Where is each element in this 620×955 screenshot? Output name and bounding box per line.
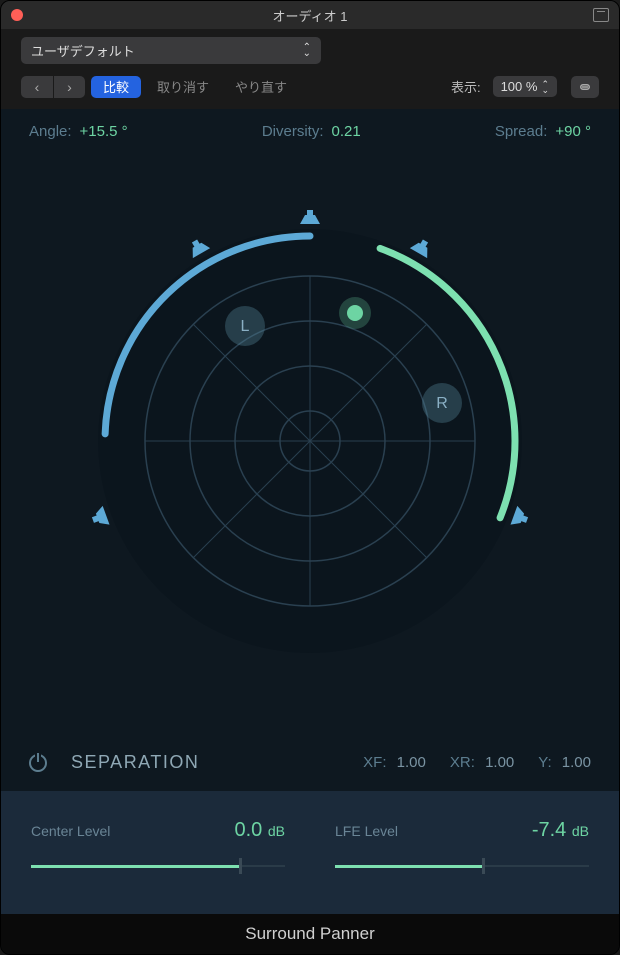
diversity-value: 0.21 bbox=[331, 123, 360, 140]
link-button[interactable] bbox=[571, 76, 599, 98]
expand-icon[interactable] bbox=[593, 8, 609, 22]
xr-label: XR: bbox=[450, 754, 475, 771]
svg-text:R: R bbox=[436, 395, 448, 412]
angle-value: +15.5 ° bbox=[80, 123, 128, 140]
lfe-level-slider[interactable] bbox=[335, 856, 589, 876]
angle-param[interactable]: Angle: +15.5 ° bbox=[29, 123, 128, 140]
chevron-updown-icon: ⌃⌄ bbox=[303, 45, 311, 57]
chevron-updown-icon: ⌃⌄ bbox=[541, 81, 549, 93]
center-level-slider[interactable] bbox=[31, 856, 285, 876]
diversity-param[interactable]: Diversity: 0.21 bbox=[262, 123, 361, 140]
preset-select[interactable]: ユーザデフォルト ⌃⌄ bbox=[21, 37, 321, 64]
close-icon[interactable] bbox=[11, 9, 23, 21]
speaker-icon bbox=[300, 210, 320, 224]
surround-field[interactable]: LR bbox=[1, 140, 619, 742]
spread-param[interactable]: Spread: +90 ° bbox=[495, 123, 591, 140]
window-title: オーディオ 1 bbox=[273, 6, 348, 25]
lfe-level-label: LFE Level bbox=[335, 823, 398, 839]
zoom-select[interactable]: 100 % ⌃⌄ bbox=[493, 76, 557, 97]
angle-label: Angle: bbox=[29, 123, 72, 140]
center-level-value[interactable]: 0.0 dB bbox=[235, 819, 286, 842]
toolbar: ‹ › 比較 取り消す やり直す 表示: 100 % ⌃⌄ bbox=[1, 68, 619, 109]
lfe-level-group: LFE Level -7.4 dB bbox=[335, 819, 589, 876]
spread-value: +90 ° bbox=[555, 123, 591, 140]
svg-text:L: L bbox=[241, 318, 250, 335]
panner-svg: LR bbox=[45, 176, 575, 706]
xr-param[interactable]: XR: 1.00 bbox=[450, 754, 514, 771]
xf-param[interactable]: XF: 1.00 bbox=[363, 754, 426, 771]
titlebar[interactable]: オーディオ 1 bbox=[1, 1, 619, 29]
compare-button[interactable]: 比較 bbox=[91, 76, 141, 98]
y-label: Y: bbox=[538, 754, 551, 771]
preset-name: ユーザデフォルト bbox=[31, 41, 135, 60]
speaker-icon bbox=[410, 236, 434, 258]
xf-value: 1.00 bbox=[397, 754, 426, 771]
speaker-icon bbox=[510, 506, 530, 530]
redo-button[interactable]: やり直す bbox=[225, 74, 297, 99]
pan-puck[interactable] bbox=[339, 297, 371, 329]
xf-label: XF: bbox=[363, 754, 386, 771]
channel-marker: L bbox=[225, 306, 265, 346]
prev-button[interactable]: ‹ bbox=[21, 76, 53, 98]
plugin-name: Surround Panner bbox=[1, 914, 619, 954]
preset-row: ユーザデフォルト ⌃⌄ bbox=[1, 29, 619, 68]
spread-label: Spread: bbox=[495, 123, 548, 140]
y-value: 1.00 bbox=[562, 754, 591, 771]
y-param[interactable]: Y: 1.00 bbox=[538, 754, 591, 771]
channel-marker: R bbox=[422, 383, 462, 423]
diversity-label: Diversity: bbox=[262, 123, 324, 140]
speaker-icon bbox=[186, 236, 210, 258]
center-level-label: Center Level bbox=[31, 823, 110, 839]
lfe-level-value[interactable]: -7.4 dB bbox=[532, 819, 589, 842]
undo-button[interactable]: 取り消す bbox=[147, 74, 219, 99]
zoom-value: 100 % bbox=[501, 79, 538, 94]
xr-value: 1.00 bbox=[485, 754, 514, 771]
center-level-group: Center Level 0.0 dB bbox=[31, 819, 285, 876]
speaker-icon bbox=[90, 506, 110, 530]
levels-panel: Center Level 0.0 dB LFE Level -7.4 dB bbox=[1, 791, 619, 914]
view-label: 表示: bbox=[451, 77, 481, 96]
plugin-window: オーディオ 1 ユーザデフォルト ⌃⌄ ‹ › 比較 取り消す やり直す 表示:… bbox=[0, 0, 620, 955]
next-button[interactable]: › bbox=[53, 76, 85, 98]
link-icon bbox=[577, 81, 593, 93]
nav-buttons: ‹ › bbox=[21, 76, 85, 98]
separation-title: SEPARATION bbox=[71, 752, 199, 773]
power-icon[interactable] bbox=[29, 754, 47, 772]
separation-row: SEPARATION XF: 1.00 XR: 1.00 Y: 1.00 bbox=[1, 742, 619, 791]
params-row: Angle: +15.5 ° Diversity: 0.21 Spread: +… bbox=[1, 109, 619, 140]
